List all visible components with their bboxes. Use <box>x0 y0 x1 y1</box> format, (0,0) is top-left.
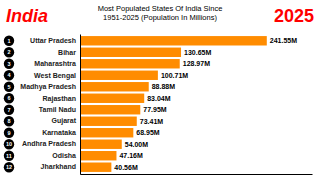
rank-badge <box>4 116 14 126</box>
data-label: 88.88M <box>152 83 176 90</box>
bar <box>80 94 144 103</box>
data-label: 47.16M <box>119 152 143 159</box>
rank-badge <box>4 151 14 161</box>
data-label: 130.65M <box>184 49 211 56</box>
bar <box>80 128 133 137</box>
y-tick: Maharashtra <box>34 60 80 67</box>
bar <box>80 117 137 126</box>
data-label: 241.55M <box>270 37 297 44</box>
y-tick-label: West Bengal <box>34 72 76 80</box>
y-tick: Uttar Pradesh <box>30 37 80 44</box>
data-label: 77.95M <box>143 106 167 113</box>
y-tick-label: Gujarat <box>51 117 76 125</box>
rank-label: 10 <box>6 141 12 147</box>
rank-badge <box>4 70 14 80</box>
y-tick-label: Maharashtra <box>34 60 76 67</box>
data-label: 83.04M <box>147 95 171 102</box>
data-label: 40.56M <box>114 164 138 171</box>
rank-label: 1 <box>7 38 10 44</box>
y-axis-line <box>80 35 81 175</box>
bar <box>80 163 111 172</box>
y-tick-label: Jharkhand <box>41 163 76 170</box>
rank-badge <box>4 128 14 138</box>
rank-label: 7 <box>7 107 10 113</box>
rank-badge <box>4 162 14 172</box>
bar <box>80 151 116 160</box>
rank-label: 8 <box>7 118 10 124</box>
y-tick-label: Madhya Pradesh <box>20 83 76 91</box>
chart: Most Populated States Of India Since1951… <box>0 0 320 180</box>
y-tick-label: Uttar Pradesh <box>30 37 76 44</box>
y-tick: Gujarat <box>51 117 80 125</box>
y-tick-label: Tamil Nadu <box>39 106 76 113</box>
data-label: 100.71M <box>161 72 188 79</box>
rank-badge <box>4 82 14 92</box>
bar <box>80 59 180 68</box>
data-labels: 241.55M 130.65M 128.97M 100.71M 88.88M 83.04M… <box>114 37 297 170</box>
title: Most Populated States Of India Since1951… <box>98 4 223 22</box>
data-label: 128.97M <box>183 60 210 67</box>
bar <box>80 82 149 91</box>
y-tick: Jharkhand <box>41 163 80 170</box>
y-tick: Tamil Nadu <box>39 106 80 113</box>
rank-label: 6 <box>7 95 10 101</box>
bars <box>80 36 267 172</box>
y-tick: Rajasthan <box>43 94 80 102</box>
bar <box>80 71 158 80</box>
rank-badge <box>4 47 14 57</box>
rank-label: 11 <box>6 153 12 159</box>
data-label: 68.95M <box>136 129 160 136</box>
rank-badge <box>4 59 14 69</box>
y-tick: Karnataka <box>42 129 80 136</box>
bar <box>80 140 122 149</box>
bar <box>80 36 267 45</box>
bar <box>80 48 181 57</box>
y-tick: Andhra Pradesh <box>22 140 80 147</box>
y-tick: Bihar <box>58 49 80 56</box>
annotation: 2025 <box>274 6 314 26</box>
y-tick-label: Andhra Pradesh <box>22 140 76 147</box>
y-tick-label: Karnataka <box>42 129 76 136</box>
rank-label: 9 <box>7 130 10 136</box>
rank-badge <box>4 105 14 115</box>
y-tick: Madhya Pradesh <box>20 83 80 91</box>
rank-badge <box>4 36 14 46</box>
y-axis: Uttar Pradesh Bihar Maharashtra West Bengal… <box>20 35 80 175</box>
x-axis-line <box>81 174 313 175</box>
y-tick: Odisha <box>52 152 80 159</box>
rank-label: 12 <box>6 164 12 170</box>
title-line: Most Populated States Of India Since <box>98 4 223 13</box>
rank-label: 2 <box>7 49 10 55</box>
y-tick-label: Odisha <box>52 152 76 159</box>
ranks: 123456789101112 <box>4 36 14 173</box>
x-axis <box>81 174 313 175</box>
rank-label: 4 <box>7 72 11 78</box>
bar <box>80 105 140 114</box>
y-tick-label: Rajasthan <box>43 94 76 102</box>
y-tick: West Bengal <box>34 72 80 80</box>
rank-badge <box>4 93 14 103</box>
rank-label: 5 <box>7 84 10 90</box>
annotation: India <box>6 6 48 26</box>
data-label: 73.41M <box>140 118 164 125</box>
title-line: 1951-2025 (Population In Millions) <box>103 13 217 22</box>
rank-label: 3 <box>7 61 10 67</box>
rank-badge <box>4 139 14 149</box>
plot: Uttar Pradesh Bihar Maharashtra West Bengal… <box>20 35 312 175</box>
y-tick-label: Bihar <box>58 49 76 56</box>
data-label: 54.00M <box>125 141 149 148</box>
